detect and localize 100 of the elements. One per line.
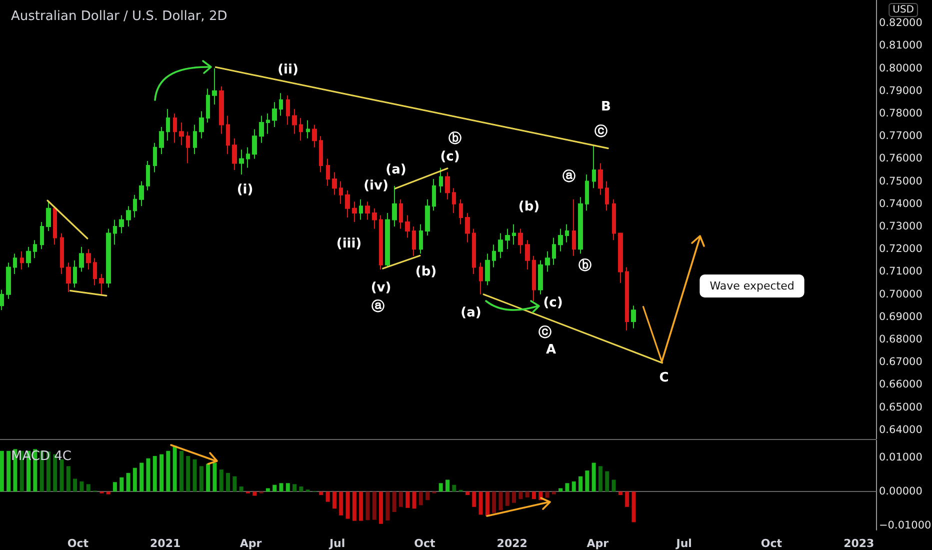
candlestick xyxy=(585,174,589,212)
bar xyxy=(418,492,423,506)
bar xyxy=(598,466,602,492)
candlestick xyxy=(326,158,330,186)
annotation: ⓐ xyxy=(562,168,576,184)
y-tick-label: 0.69000 xyxy=(879,310,922,323)
bar xyxy=(292,484,297,492)
annotation: (b) xyxy=(518,200,540,214)
bar xyxy=(286,483,290,492)
annotation: (c) xyxy=(543,296,563,310)
bar xyxy=(126,472,130,492)
candlestick xyxy=(485,253,490,286)
y-tick-label: 0.81000 xyxy=(879,40,922,52)
candlestick xyxy=(332,172,337,196)
bar xyxy=(112,482,117,492)
bar xyxy=(612,480,616,492)
bar xyxy=(412,492,416,509)
bar xyxy=(332,492,336,509)
bar xyxy=(6,450,11,492)
bar xyxy=(212,462,217,492)
bar xyxy=(226,472,230,492)
candlestick xyxy=(286,94,290,126)
bar xyxy=(465,492,470,496)
candlestick xyxy=(173,112,177,144)
bar xyxy=(299,486,304,492)
candlestick xyxy=(419,224,423,254)
candlestick xyxy=(598,162,603,196)
bar xyxy=(392,492,396,512)
candlestick xyxy=(292,108,297,134)
y-tick-label: 0.80000 xyxy=(879,62,922,74)
annotation: B xyxy=(601,100,611,114)
candlestick xyxy=(73,260,77,288)
y-tick-label: 0.74000 xyxy=(879,198,922,210)
candlestick xyxy=(193,124,197,155)
candlestick xyxy=(133,194,137,218)
bar xyxy=(73,478,78,492)
candlestick xyxy=(512,224,516,246)
bar xyxy=(132,468,137,492)
candlestick xyxy=(40,221,44,250)
candlestick xyxy=(452,188,456,214)
text: Australian Dollar / U.S. Dollar, 2D xyxy=(11,9,228,24)
bar xyxy=(492,492,496,514)
candlestick xyxy=(259,115,264,144)
annotation: ⓐ xyxy=(372,298,384,314)
bar xyxy=(146,458,150,492)
bar xyxy=(219,470,224,492)
candlestick xyxy=(226,115,230,155)
candlestick xyxy=(26,246,31,268)
annotation: ⓒ xyxy=(594,124,608,140)
bar xyxy=(386,492,390,520)
annotation: (v) xyxy=(370,280,392,296)
annotation: (i) xyxy=(236,182,254,198)
bar xyxy=(632,492,636,522)
candlestick xyxy=(498,232,503,259)
bar xyxy=(605,471,610,492)
bar xyxy=(558,488,563,492)
bar xyxy=(106,492,110,494)
candlestick xyxy=(505,228,510,250)
bar xyxy=(472,492,476,507)
candlestick xyxy=(618,232,623,284)
bar xyxy=(232,476,237,492)
bar xyxy=(60,459,64,492)
candlestick xyxy=(518,228,523,254)
annotation: ⓑ xyxy=(578,258,592,274)
candlestick xyxy=(572,198,576,256)
candlestick xyxy=(592,144,596,189)
x-tick-label: 2022 xyxy=(496,537,528,550)
candlestick xyxy=(372,208,377,230)
candlestick xyxy=(605,180,609,212)
x-tick-label: Jul xyxy=(675,537,692,550)
y-tick-label: 0.00000 xyxy=(879,486,922,498)
candlestick xyxy=(352,201,357,222)
bar xyxy=(545,492,550,498)
x-tick-label: 2021 xyxy=(150,537,181,550)
y-tick-label: 0.70000 xyxy=(879,288,922,300)
x-tick-label: Oct xyxy=(760,537,782,550)
bar xyxy=(186,456,190,492)
candlestick xyxy=(146,160,150,191)
bar xyxy=(565,483,570,492)
candlestick xyxy=(339,180,343,204)
candlestick xyxy=(119,214,124,234)
candlestick xyxy=(379,214,383,270)
bar xyxy=(152,456,157,492)
candlestick xyxy=(0,289,4,311)
candlestick xyxy=(232,138,237,170)
bar xyxy=(66,466,70,492)
bar xyxy=(239,486,244,492)
bar xyxy=(279,483,284,492)
bar xyxy=(498,492,503,510)
bar xyxy=(179,450,184,492)
candlestick xyxy=(60,232,64,274)
x-tick-label: Jul xyxy=(328,537,346,550)
y-tick-label: 0.75000 xyxy=(879,175,922,188)
bar xyxy=(452,484,456,492)
bar xyxy=(485,492,490,516)
candlestick xyxy=(46,201,51,232)
candlestick xyxy=(558,228,563,252)
y-tick-label: 0.64000 xyxy=(879,424,922,436)
bar xyxy=(426,492,430,500)
bar xyxy=(505,492,510,506)
